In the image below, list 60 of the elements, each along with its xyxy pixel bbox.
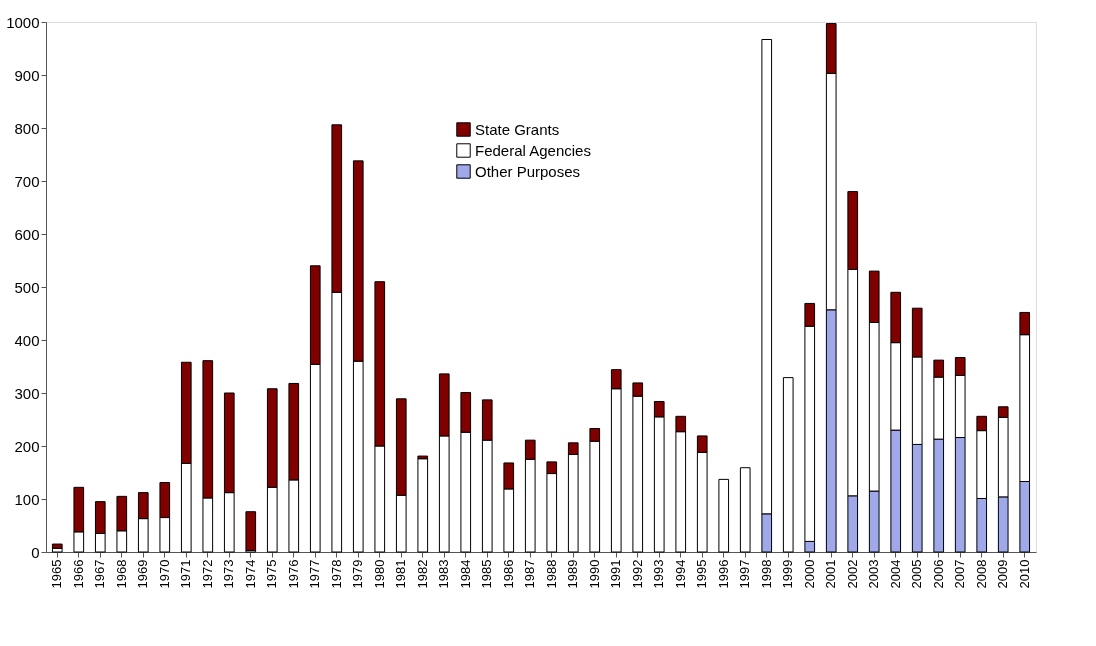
x-tick-label: 1974 [242, 559, 258, 589]
x-tick-label: 1976 [285, 559, 301, 589]
x-tick-label: 1967 [92, 559, 108, 589]
x-tick-label: 1993 [651, 559, 667, 589]
x-tick-label: 1978 [328, 559, 344, 589]
y-tick-label: 800 [14, 119, 40, 137]
x-tick-label: 1972 [199, 559, 215, 589]
x-tick-label: 1969 [135, 559, 151, 589]
x-tick-label: 2007 [952, 559, 968, 589]
x-tick-label: 1983 [436, 559, 452, 589]
x-tick-label: 1982 [414, 559, 430, 589]
y-tick-label: 100 [14, 490, 40, 508]
x-tick-label: 1987 [522, 559, 538, 589]
x-tick-label: 1977 [307, 559, 323, 589]
x-tick-label: 1973 [221, 559, 237, 589]
x-tick-label: 2001 [823, 559, 839, 589]
y-tick-label: 700 [14, 172, 40, 190]
x-tick-label: 1999 [780, 559, 796, 589]
x-tick-label: 1970 [156, 559, 172, 589]
y-tick-label: 600 [14, 225, 40, 243]
x-tick-label: 1979 [350, 559, 366, 589]
x-tick-label: 1997 [737, 559, 753, 589]
x-tick-label: 2000 [801, 559, 817, 589]
x-tick-label: 1992 [629, 559, 645, 589]
x-tick-label: 1986 [500, 559, 516, 589]
x-tick-label: 1994 [672, 559, 688, 589]
x-tick-label: 1984 [457, 559, 473, 589]
x-tick-label: 1995 [694, 559, 710, 589]
x-tick-label: 1980 [371, 559, 387, 589]
y-tick-label: 0 [31, 543, 40, 561]
legend-label: Other Purposes [475, 162, 581, 180]
legend-label: State Grants [475, 120, 560, 138]
x-tick-label: 1991 [608, 559, 624, 589]
x-tick-label: 1988 [543, 559, 559, 589]
x-tick-label: 2002 [844, 559, 860, 589]
x-tick-label: 2005 [909, 559, 925, 589]
y-tick-label: 400 [14, 331, 40, 349]
x-tick-label: 1996 [715, 559, 731, 589]
y-tick-label: 900 [14, 66, 40, 84]
x-tick-label: 2003 [866, 559, 882, 589]
x-tick-label: 2010 [1016, 559, 1032, 589]
x-tick-label: 1998 [758, 559, 774, 589]
y-tick-label: 200 [14, 437, 40, 455]
x-tick-label: 2008 [973, 559, 989, 589]
x-tick-label: 1968 [113, 559, 129, 589]
x-tick-label: 1966 [70, 559, 86, 589]
x-tick-label: 1981 [393, 559, 409, 589]
y-tick-label: 500 [14, 278, 40, 296]
legend-label: Federal Agencies [475, 141, 591, 159]
x-tick-label: 2006 [930, 559, 946, 589]
x-tick-label: 1990 [586, 559, 602, 589]
x-tick-label: 1965 [49, 559, 65, 589]
x-tick-label: 1971 [178, 559, 194, 589]
y-tick-label: 1000 [6, 13, 40, 31]
x-tick-label: 1985 [479, 559, 495, 589]
y-tick-label: 300 [14, 384, 40, 402]
x-tick-label: 2009 [995, 559, 1011, 589]
x-tick-label: 1989 [565, 559, 581, 589]
x-tick-label: 1975 [264, 559, 280, 589]
x-tick-label: 2004 [887, 559, 903, 589]
